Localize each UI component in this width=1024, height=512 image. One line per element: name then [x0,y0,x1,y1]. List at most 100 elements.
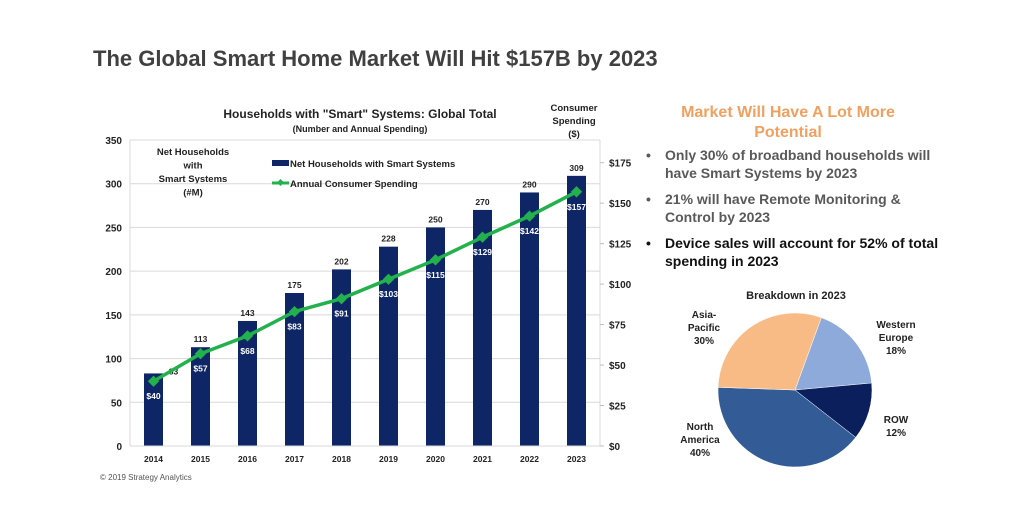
right-axis-title-line: Consumer [551,103,598,114]
line-marker [194,348,207,360]
x-tick-label: 2014 [144,454,163,464]
x-tick-label: 2017 [285,454,304,464]
pie-title: Breakdown in 2023 [746,290,846,302]
bar-value-label: 228 [381,234,395,244]
pie-slice-label: Pacific [688,323,721,334]
left-tick-label: 100 [105,355,122,366]
bar [379,246,398,446]
right-tick-label: $0 [609,442,621,453]
pie-slice [717,312,822,391]
left-tick-label: 150 [105,311,122,322]
x-tick-label: 2019 [379,454,398,464]
line-value-label: $91 [334,309,348,319]
bar-value-label: 250 [428,214,442,224]
line-value-label: $142 [520,226,539,236]
left-axis-title-line: Net Households [157,147,229,158]
line-value-label: $57 [193,364,207,374]
x-tick-label: 2015 [191,454,210,464]
bar-value-label: 143 [240,308,254,318]
line-marker [335,293,348,305]
line-marker [382,273,395,285]
pie-slice-label: Europe [879,333,914,344]
left-axis-title-line: (#M) [183,188,203,199]
bar [238,320,257,446]
x-tick-label: 2021 [473,454,492,464]
x-tick-label: 2023 [567,454,586,464]
pie-slice-label: 18% [886,346,906,357]
pie-slice-label: 30% [694,336,714,347]
pie-slice [717,387,857,468]
bar-value-label: 202 [334,256,348,266]
line-marker [288,305,301,318]
line-marker [241,330,254,342]
right-tick-label: $175 [609,159,632,170]
key-point-text: Only 30% of broadband households will ha… [665,147,931,181]
pie-chart [717,312,873,468]
right-axis-title-line: Spending [552,116,595,127]
x-tick-label: 2016 [238,454,257,464]
bar-value-label: 309 [569,163,583,173]
spending-line [152,190,578,383]
x-axis: 2014 2015 2016 2017 2018 2019 2020 2021 2022 2023 [130,445,600,464]
chart-subtitle: (Number and Annual Spending) [293,124,428,134]
left-tick-label: 0 [116,442,122,453]
bar [332,269,351,446]
copyright-note: © 2019 Strategy Analytics [100,473,192,482]
key-point-emphasis: • Device sales will account for 52% of t… [646,234,946,270]
right-tick-label: $150 [609,199,632,210]
pie-slice-label: 12% [886,428,906,439]
line-marker [476,231,489,243]
left-tick-label: 350 [105,136,122,147]
right-axis-title: Consumer Spending ($) [551,103,598,140]
right-axis-title-line: ($) [568,129,580,140]
legend-swatch-marker [276,178,285,187]
line-value-label: $115 [426,270,445,280]
line-value-labels: $40 $57 $68 $83 $91 $103 $115 $129 $142 $157 [146,202,586,401]
key-point: • Only 30% of broadband households will … [646,146,946,182]
right-tick-label: $50 [609,361,626,372]
bar [144,373,163,446]
left-tick-label: 200 [105,267,122,278]
right-tick-label: $100 [609,280,632,291]
line-series [147,186,583,387]
left-tick-label: 250 [105,223,122,234]
key-points-list: • Only 30% of broadband households will … [646,146,946,278]
bar-value-label: 175 [287,280,301,290]
line-marker [570,186,583,198]
pie-slice-label: America [680,435,720,446]
bar [191,347,210,446]
x-tick-label: 2022 [520,454,539,464]
right-axis: $0 $25 $50 $75 $100 $125 $150 $175 [599,140,632,453]
line-marker [147,375,160,387]
pie-slice-label: North [687,422,714,433]
pie-slice-label: ROW [884,415,909,426]
bar [285,293,304,446]
bullet-icon: • [646,235,651,251]
left-tick-label: 50 [111,398,123,409]
bar-value-label: 270 [475,197,489,207]
line-value-label: $40 [146,391,160,401]
bar-value-label: 113 [194,334,208,344]
bar-value-label: 290 [522,179,536,189]
x-tick-label: 2020 [426,454,445,464]
line-value-label: $68 [240,346,254,356]
key-point: • 21% will have Remote Monitoring & Cont… [646,190,946,226]
key-point-text: 21% will have Remote Monitoring & Contro… [665,191,901,225]
line-value-label: $129 [473,247,492,257]
legend-label-bars: Net Households with Smart Systems [290,159,455,170]
key-point-text: Device sales will account for 52% of tot… [665,235,939,269]
legend-swatch-bars [272,160,289,166]
x-tick-label: 2018 [332,454,351,464]
bar [426,227,445,446]
side-panel-heading: Market Will Have A Lot More Potential [681,104,895,141]
left-axis-title-line: Smart Systems [159,174,228,185]
page-title: The Global Smart Home Market Will Hit $1… [93,46,658,71]
legend: Net Households with Smart Systems Annual… [272,159,455,190]
legend-label-line: Annual Consumer Spending [290,179,418,190]
bullet-icon: • [646,147,651,163]
line-value-label: $103 [379,289,398,299]
bar-series [144,175,586,447]
pie-slice-label: 40% [690,448,710,459]
line-value-label: $157 [567,202,586,212]
